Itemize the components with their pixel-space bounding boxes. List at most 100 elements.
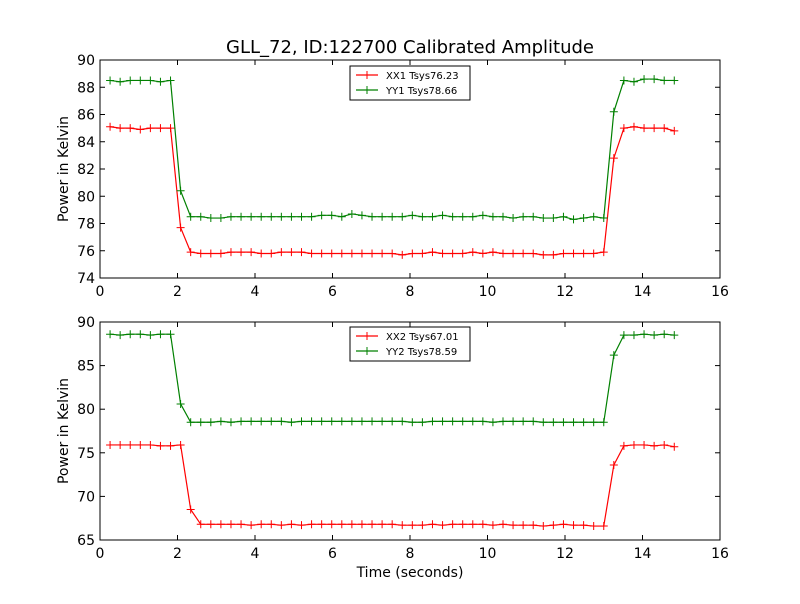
data-point bbox=[257, 249, 266, 258]
y-tick-label: 80 bbox=[77, 189, 95, 205]
data-point bbox=[448, 212, 457, 221]
data-point bbox=[196, 418, 205, 427]
data-point bbox=[116, 77, 125, 86]
data-point bbox=[640, 440, 649, 449]
y-tick-label: 65 bbox=[77, 533, 95, 549]
data-point bbox=[297, 248, 306, 257]
data-point bbox=[226, 212, 235, 221]
data-point bbox=[176, 399, 185, 408]
data-point bbox=[297, 417, 306, 426]
data-point bbox=[186, 505, 195, 514]
data-point bbox=[599, 522, 608, 531]
x-tick-label: 8 bbox=[406, 284, 415, 300]
legend-label: YY2 Tsys78.59 bbox=[385, 347, 457, 358]
x-tick-label: 4 bbox=[251, 546, 260, 562]
y-tick-label: 86 bbox=[77, 108, 95, 124]
data-point bbox=[519, 417, 528, 426]
data-point bbox=[670, 76, 679, 85]
data-point bbox=[599, 214, 608, 223]
data-point bbox=[267, 212, 276, 221]
data-point bbox=[509, 249, 518, 258]
data-point bbox=[216, 520, 225, 529]
data-point bbox=[569, 521, 578, 530]
data-point bbox=[156, 441, 165, 450]
y-tick-label: 85 bbox=[77, 359, 95, 375]
chart-title: GLL_72, ID:122700 Calibrated Amplitude bbox=[226, 37, 594, 58]
data-point bbox=[116, 331, 125, 340]
data-point bbox=[468, 248, 477, 257]
data-point bbox=[458, 417, 467, 426]
data-point bbox=[156, 124, 165, 133]
data-point bbox=[629, 122, 638, 131]
data-point bbox=[589, 249, 598, 258]
data-point bbox=[670, 126, 679, 135]
data-point bbox=[529, 521, 538, 530]
y-tick-label: 90 bbox=[77, 53, 95, 69]
data-point bbox=[146, 124, 155, 133]
data-point bbox=[569, 418, 578, 427]
data-point bbox=[156, 77, 165, 86]
y-axis-label: Power in Kelvin bbox=[56, 378, 72, 484]
data-point bbox=[116, 440, 125, 449]
data-point bbox=[509, 521, 518, 530]
data-point bbox=[388, 520, 397, 529]
data-point bbox=[549, 250, 558, 259]
data-point bbox=[287, 418, 296, 427]
data-point bbox=[357, 211, 366, 220]
data-point bbox=[478, 520, 487, 529]
series-xx-2 bbox=[106, 440, 679, 531]
data-point bbox=[136, 330, 145, 339]
data-point bbox=[196, 520, 205, 529]
data-point bbox=[337, 249, 346, 258]
data-point bbox=[388, 417, 397, 426]
data-point bbox=[357, 520, 366, 529]
legend-marker bbox=[363, 332, 371, 340]
data-point bbox=[136, 440, 145, 449]
data-point bbox=[277, 248, 286, 257]
data-point bbox=[549, 521, 558, 530]
data-point bbox=[458, 249, 467, 258]
data-point bbox=[378, 417, 387, 426]
x-tick-label: 12 bbox=[556, 284, 574, 300]
x-tick-label: 6 bbox=[328, 546, 337, 562]
data-point bbox=[579, 521, 588, 530]
series-yy-1 bbox=[106, 75, 679, 224]
x-tick-label: 10 bbox=[479, 284, 497, 300]
legend-label: YY1 Tsys78.66 bbox=[385, 86, 457, 97]
data-point bbox=[629, 331, 638, 340]
data-point bbox=[196, 212, 205, 221]
y-axis-label: Power in Kelvin bbox=[56, 116, 72, 222]
data-point bbox=[337, 520, 346, 529]
data-point bbox=[226, 248, 235, 257]
data-point bbox=[307, 212, 316, 221]
data-point bbox=[478, 249, 487, 258]
data-point bbox=[247, 521, 256, 530]
data-point bbox=[327, 417, 336, 426]
data-point bbox=[388, 249, 397, 258]
data-point bbox=[529, 417, 538, 426]
data-point bbox=[418, 249, 427, 258]
data-point bbox=[267, 417, 276, 426]
x-tick-label: 16 bbox=[711, 546, 729, 562]
data-point bbox=[418, 212, 427, 221]
data-point bbox=[448, 417, 457, 426]
data-point bbox=[488, 521, 497, 530]
data-point bbox=[378, 212, 387, 221]
data-point bbox=[378, 249, 387, 258]
data-point bbox=[327, 249, 336, 258]
data-point bbox=[408, 418, 417, 427]
data-point bbox=[579, 249, 588, 258]
data-point bbox=[408, 211, 417, 220]
data-point bbox=[438, 249, 447, 258]
data-point bbox=[589, 522, 598, 531]
data-point bbox=[216, 214, 225, 223]
data-point bbox=[287, 520, 296, 529]
data-point bbox=[196, 249, 205, 258]
data-point bbox=[317, 211, 326, 220]
data-point bbox=[660, 330, 669, 339]
data-point bbox=[418, 418, 427, 427]
legend: XX2 Tsys67.01 YY2 Tsys78.59 bbox=[349, 326, 471, 362]
data-point bbox=[559, 212, 568, 221]
data-point bbox=[619, 124, 628, 133]
data-point bbox=[539, 418, 548, 427]
